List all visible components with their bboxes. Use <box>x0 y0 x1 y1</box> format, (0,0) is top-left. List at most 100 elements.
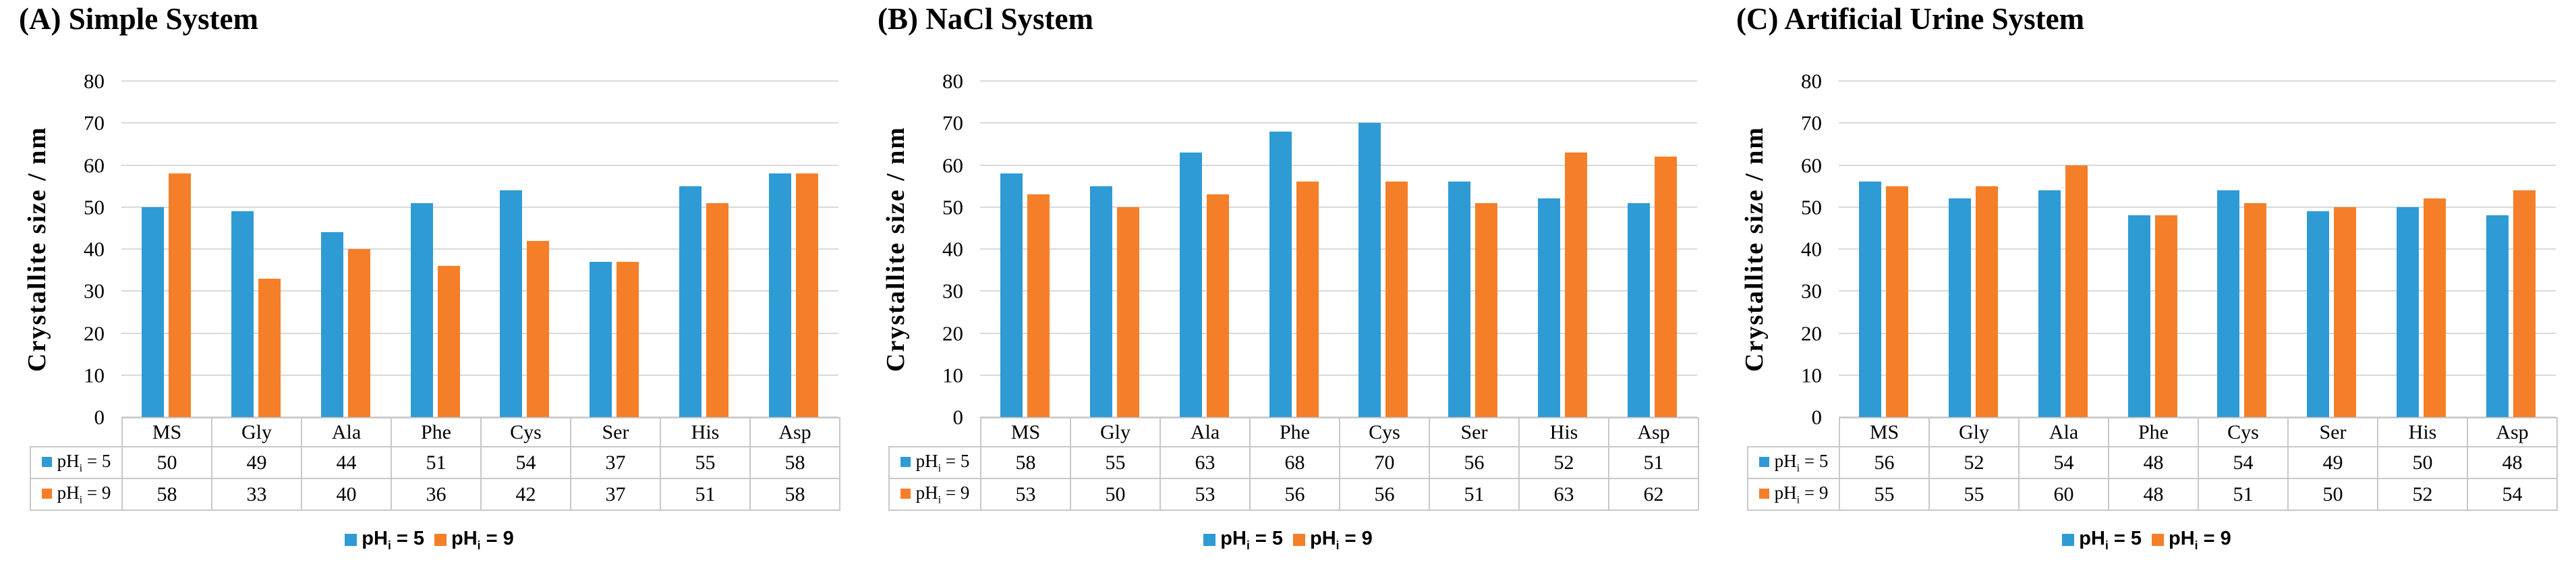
table-key-label-eq: = 9 <box>941 482 970 503</box>
table-cell-ph9-gly: 50 <box>1070 478 1161 511</box>
table-cell-ph5-phe: 68 <box>1249 446 1340 479</box>
gridline-80 <box>980 80 1697 82</box>
category-slot-gly <box>1070 81 1160 417</box>
table-header-row: MS Gly Ala Phe Cys Ser His Asp <box>1748 417 2558 447</box>
table-category-header-ala: Ala <box>301 417 392 447</box>
gridline-10 <box>1839 374 2556 376</box>
bar-ph5-ser <box>2307 211 2330 417</box>
plot-area <box>121 80 838 418</box>
legend-label-ph9: pHi = 9 <box>451 528 514 553</box>
y-tick-label-60: 60 <box>942 153 963 177</box>
bar-ph9-cys <box>527 240 550 417</box>
table-category-header-ser: Ser <box>1429 417 1520 447</box>
table-header-row: MS Gly Ala Phe Cys Ser His Asp <box>30 417 840 447</box>
table-cell-ph5-gly: 49 <box>211 446 302 479</box>
y-tick-label-50: 50 <box>84 195 105 219</box>
legend-label-eq: = 5 <box>1249 528 1283 549</box>
y-tick-label-60: 60 <box>84 153 105 177</box>
table-category-header-ala: Ala <box>1160 417 1251 447</box>
table-cell-ph5-his: 50 <box>2377 446 2468 479</box>
y-tick-label-40: 40 <box>84 237 105 261</box>
bar-ph5-his <box>679 186 702 417</box>
legend-label-sub: i <box>387 538 391 552</box>
y-tick-label-30: 30 <box>942 279 963 303</box>
table-cell-ph9-gly: 55 <box>1928 478 2020 511</box>
table-cell-ph9-ser: 50 <box>2287 478 2378 511</box>
category-slot-phe <box>391 81 480 417</box>
table-key-label-base: pH <box>57 482 80 503</box>
bar-ph5-gly <box>231 211 254 417</box>
y-tick-label-80: 80 <box>84 69 105 93</box>
legend-label-eq: = 9 <box>480 528 514 549</box>
legend-swatch-ph5 <box>345 534 357 547</box>
table-cell-ph9-phe: 36 <box>391 478 482 511</box>
legend-item-ph5: pHi = 5 <box>1203 528 1283 553</box>
y-tick-label-70: 70 <box>84 111 105 135</box>
legend-swatch-ph9 <box>434 534 447 547</box>
y-tick-label-20: 20 <box>1801 321 1822 345</box>
table-key-label-sub: i <box>1796 493 1800 506</box>
panel-title: (A) Simple System <box>19 2 258 36</box>
table-cell-ph5-ser: 56 <box>1429 446 1520 479</box>
y-tick-label-80: 80 <box>1801 69 1822 93</box>
table-cell-ph9-his: 51 <box>660 478 751 511</box>
table-header-row: MS Gly Ala Phe Cys Ser His Asp <box>889 417 1699 447</box>
chart-legend: pHi = 5 pHi = 9 <box>1717 528 2576 553</box>
data-table: MS Gly Ala Phe Cys Ser His Asp pHi = 5 50 49 44 51 54… <box>30 417 840 511</box>
panel-c: (C) Artificial Urine System Crystallite … <box>1717 0 2576 577</box>
table-category-header-ms: MS <box>1839 417 1930 447</box>
table-cell-ph5-cys: 54 <box>480 446 571 479</box>
table-cell-ph5-ala: 54 <box>2018 446 2109 479</box>
table-category-header-cys: Cys <box>2198 417 2289 447</box>
y-tick-label-20: 20 <box>84 321 105 345</box>
table-cell-ph9-his: 52 <box>2377 478 2468 511</box>
category-slot-cys <box>2198 81 2287 417</box>
legend-label-eq: = 5 <box>2108 528 2142 549</box>
gridline-0 <box>980 416 1697 418</box>
plot-area <box>980 80 1697 418</box>
bar-ph9-ms <box>168 173 191 417</box>
bar-ph9-phe <box>2154 215 2177 417</box>
y-axis-ticks: 0 10 20 30 40 50 60 70 80 <box>37 71 105 428</box>
category-slot-ms <box>980 81 1070 417</box>
table-row-ph5: pHi = 5 50 49 44 51 54 37 55 58 <box>30 446 840 479</box>
panel-a: (A) Simple System Crystallite size / nm … <box>0 0 859 577</box>
table-cell-ph5-gly: 52 <box>1928 446 2020 479</box>
bar-ph5-cys <box>2217 190 2240 417</box>
bar-ph5-phe <box>1269 131 1292 417</box>
table-cell-ph5-asp: 48 <box>2467 446 2558 479</box>
bar-ph9-phe <box>437 265 460 417</box>
legend-label-base: pH <box>362 528 388 549</box>
table-category-header-ala: Ala <box>2018 417 2109 447</box>
table-cell-ph9-ala: 60 <box>2018 478 2109 511</box>
legend-label-base: pH <box>2169 528 2195 549</box>
y-axis-ticks: 0 10 20 30 40 50 60 70 80 <box>1754 71 1822 428</box>
legend-label-ph5: pHi = 5 <box>1220 528 1283 553</box>
table-cell-ph9-cys: 56 <box>1339 478 1430 511</box>
category-slot-ms <box>1839 81 1928 417</box>
y-axis-ticks: 0 10 20 30 40 50 60 70 80 <box>896 71 963 428</box>
table-row-ph9: pHi = 9 55 55 60 48 51 50 52 54 <box>1747 478 2558 511</box>
table-cell-ph5-cys: 70 <box>1339 446 1430 479</box>
category-slot-his <box>2376 81 2466 417</box>
category-slot-gly <box>1928 81 2018 417</box>
gridlines <box>121 80 838 418</box>
category-slot-ser <box>1428 81 1518 417</box>
y-tick-label-0: 0 <box>94 405 105 429</box>
bar-ph9-ser <box>1475 202 1498 417</box>
gridline-70 <box>121 122 838 124</box>
series-key-swatch-ph9 <box>1758 488 1769 499</box>
category-slot-his <box>659 81 749 417</box>
series-key-swatch-ph9 <box>900 488 911 499</box>
gridline-0 <box>1839 416 2556 418</box>
y-tick-label-10: 10 <box>942 363 963 387</box>
legend-label-sub: i <box>2105 538 2109 552</box>
table-cell-ph5-ser: 37 <box>570 446 661 479</box>
table-category-header-ms: MS <box>980 417 1071 447</box>
table-row-key-ph9: pHi = 9 <box>30 478 123 511</box>
bar-ph5-asp <box>769 173 792 417</box>
table-cell-ph9-asp: 62 <box>1608 478 1699 511</box>
y-tick-label-40: 40 <box>942 237 963 261</box>
legend-label-base: pH <box>1310 528 1336 549</box>
